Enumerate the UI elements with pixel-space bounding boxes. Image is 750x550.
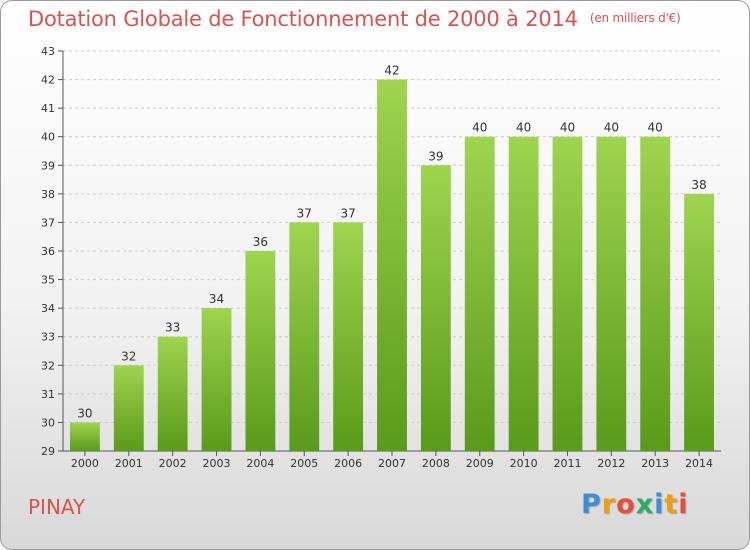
logo-letter: t xyxy=(664,489,679,520)
y-tick-label: 38 xyxy=(41,188,55,201)
bar xyxy=(552,136,583,451)
bar xyxy=(70,422,100,451)
x-tick-label: 2001 xyxy=(115,457,143,470)
x-tick-label: 2002 xyxy=(159,457,187,470)
x-tick-label: 2011 xyxy=(553,457,581,470)
bar xyxy=(377,79,407,452)
proxiti-logo[interactable]: Proxiti xyxy=(581,489,689,520)
data-label: 38 xyxy=(691,178,706,192)
y-tick-label: 41 xyxy=(41,102,55,115)
bar xyxy=(157,336,188,451)
bar xyxy=(420,165,451,452)
y-tick-label: 35 xyxy=(41,274,55,287)
bar xyxy=(333,222,364,451)
bar xyxy=(684,193,714,451)
x-tick-label: 2007 xyxy=(378,457,406,470)
y-tick-label: 42 xyxy=(41,74,55,87)
data-label: 40 xyxy=(648,121,663,135)
data-label: 37 xyxy=(340,206,355,220)
x-tick-label: 2012 xyxy=(597,457,625,470)
data-label: 34 xyxy=(209,292,224,306)
y-tick-label: 43 xyxy=(41,45,55,58)
bar xyxy=(245,251,276,451)
data-label: 40 xyxy=(560,121,575,135)
logo-letter: P xyxy=(581,489,602,520)
y-tick-label: 30 xyxy=(41,416,55,429)
data-label: 32 xyxy=(121,349,136,363)
chart-title-text: Dotation Globale de Fonctionnement de 20… xyxy=(28,7,578,31)
bar xyxy=(201,308,232,451)
logo-letter: x xyxy=(635,489,655,520)
bar xyxy=(596,136,627,451)
data-label: 40 xyxy=(516,121,531,135)
x-tick-label: 2013 xyxy=(641,457,669,470)
data-label: 40 xyxy=(604,121,619,135)
x-tick-label: 2008 xyxy=(422,457,450,470)
x-tick-label: 2006 xyxy=(334,457,362,470)
y-tick-label: 32 xyxy=(41,359,55,372)
bar xyxy=(640,136,671,451)
labels: 29 30 31 32 33 34 35 36 37 38 39 40 41 42 43 30 2000 32 20… xyxy=(41,45,713,470)
bars xyxy=(70,79,714,452)
logo-letter: i xyxy=(654,489,665,520)
x-tick-label: 2014 xyxy=(685,457,713,470)
commune-name: PINAY xyxy=(28,495,86,519)
y-tick-label: 36 xyxy=(41,245,55,258)
data-label: 37 xyxy=(297,206,312,220)
bar xyxy=(289,222,320,451)
data-label: 33 xyxy=(165,321,180,335)
logo-letter: o xyxy=(616,489,636,520)
x-tick-label: 2005 xyxy=(290,457,318,470)
bar xyxy=(464,136,495,451)
y-tick-label: 33 xyxy=(41,331,55,344)
y-tick-label: 39 xyxy=(41,159,55,172)
logo-letter: r xyxy=(601,489,617,520)
data-label: 39 xyxy=(428,149,443,163)
y-tick-label: 37 xyxy=(41,216,55,229)
bar xyxy=(113,365,144,451)
x-tick-label: 2003 xyxy=(203,457,231,470)
data-label: 40 xyxy=(472,121,487,135)
chart-title: Dotation Globale de Fonctionnement de 20… xyxy=(28,7,681,31)
data-label: 30 xyxy=(77,406,92,420)
x-tick-label: 2004 xyxy=(246,457,274,470)
y-tick-label: 34 xyxy=(41,302,55,315)
y-tick-label: 31 xyxy=(41,388,55,401)
data-label: 36 xyxy=(253,235,268,249)
x-tick-label: 2010 xyxy=(510,457,538,470)
chart-unit: (en milliers d'€) xyxy=(589,11,681,25)
logo-letter: i xyxy=(678,489,689,520)
x-tick-label: 2000 xyxy=(71,457,99,470)
y-tick-label: 40 xyxy=(41,131,55,144)
y-tick-label: 29 xyxy=(41,445,55,458)
x-tick-label: 2009 xyxy=(466,457,494,470)
data-label: 42 xyxy=(384,64,399,78)
bar xyxy=(508,136,539,451)
